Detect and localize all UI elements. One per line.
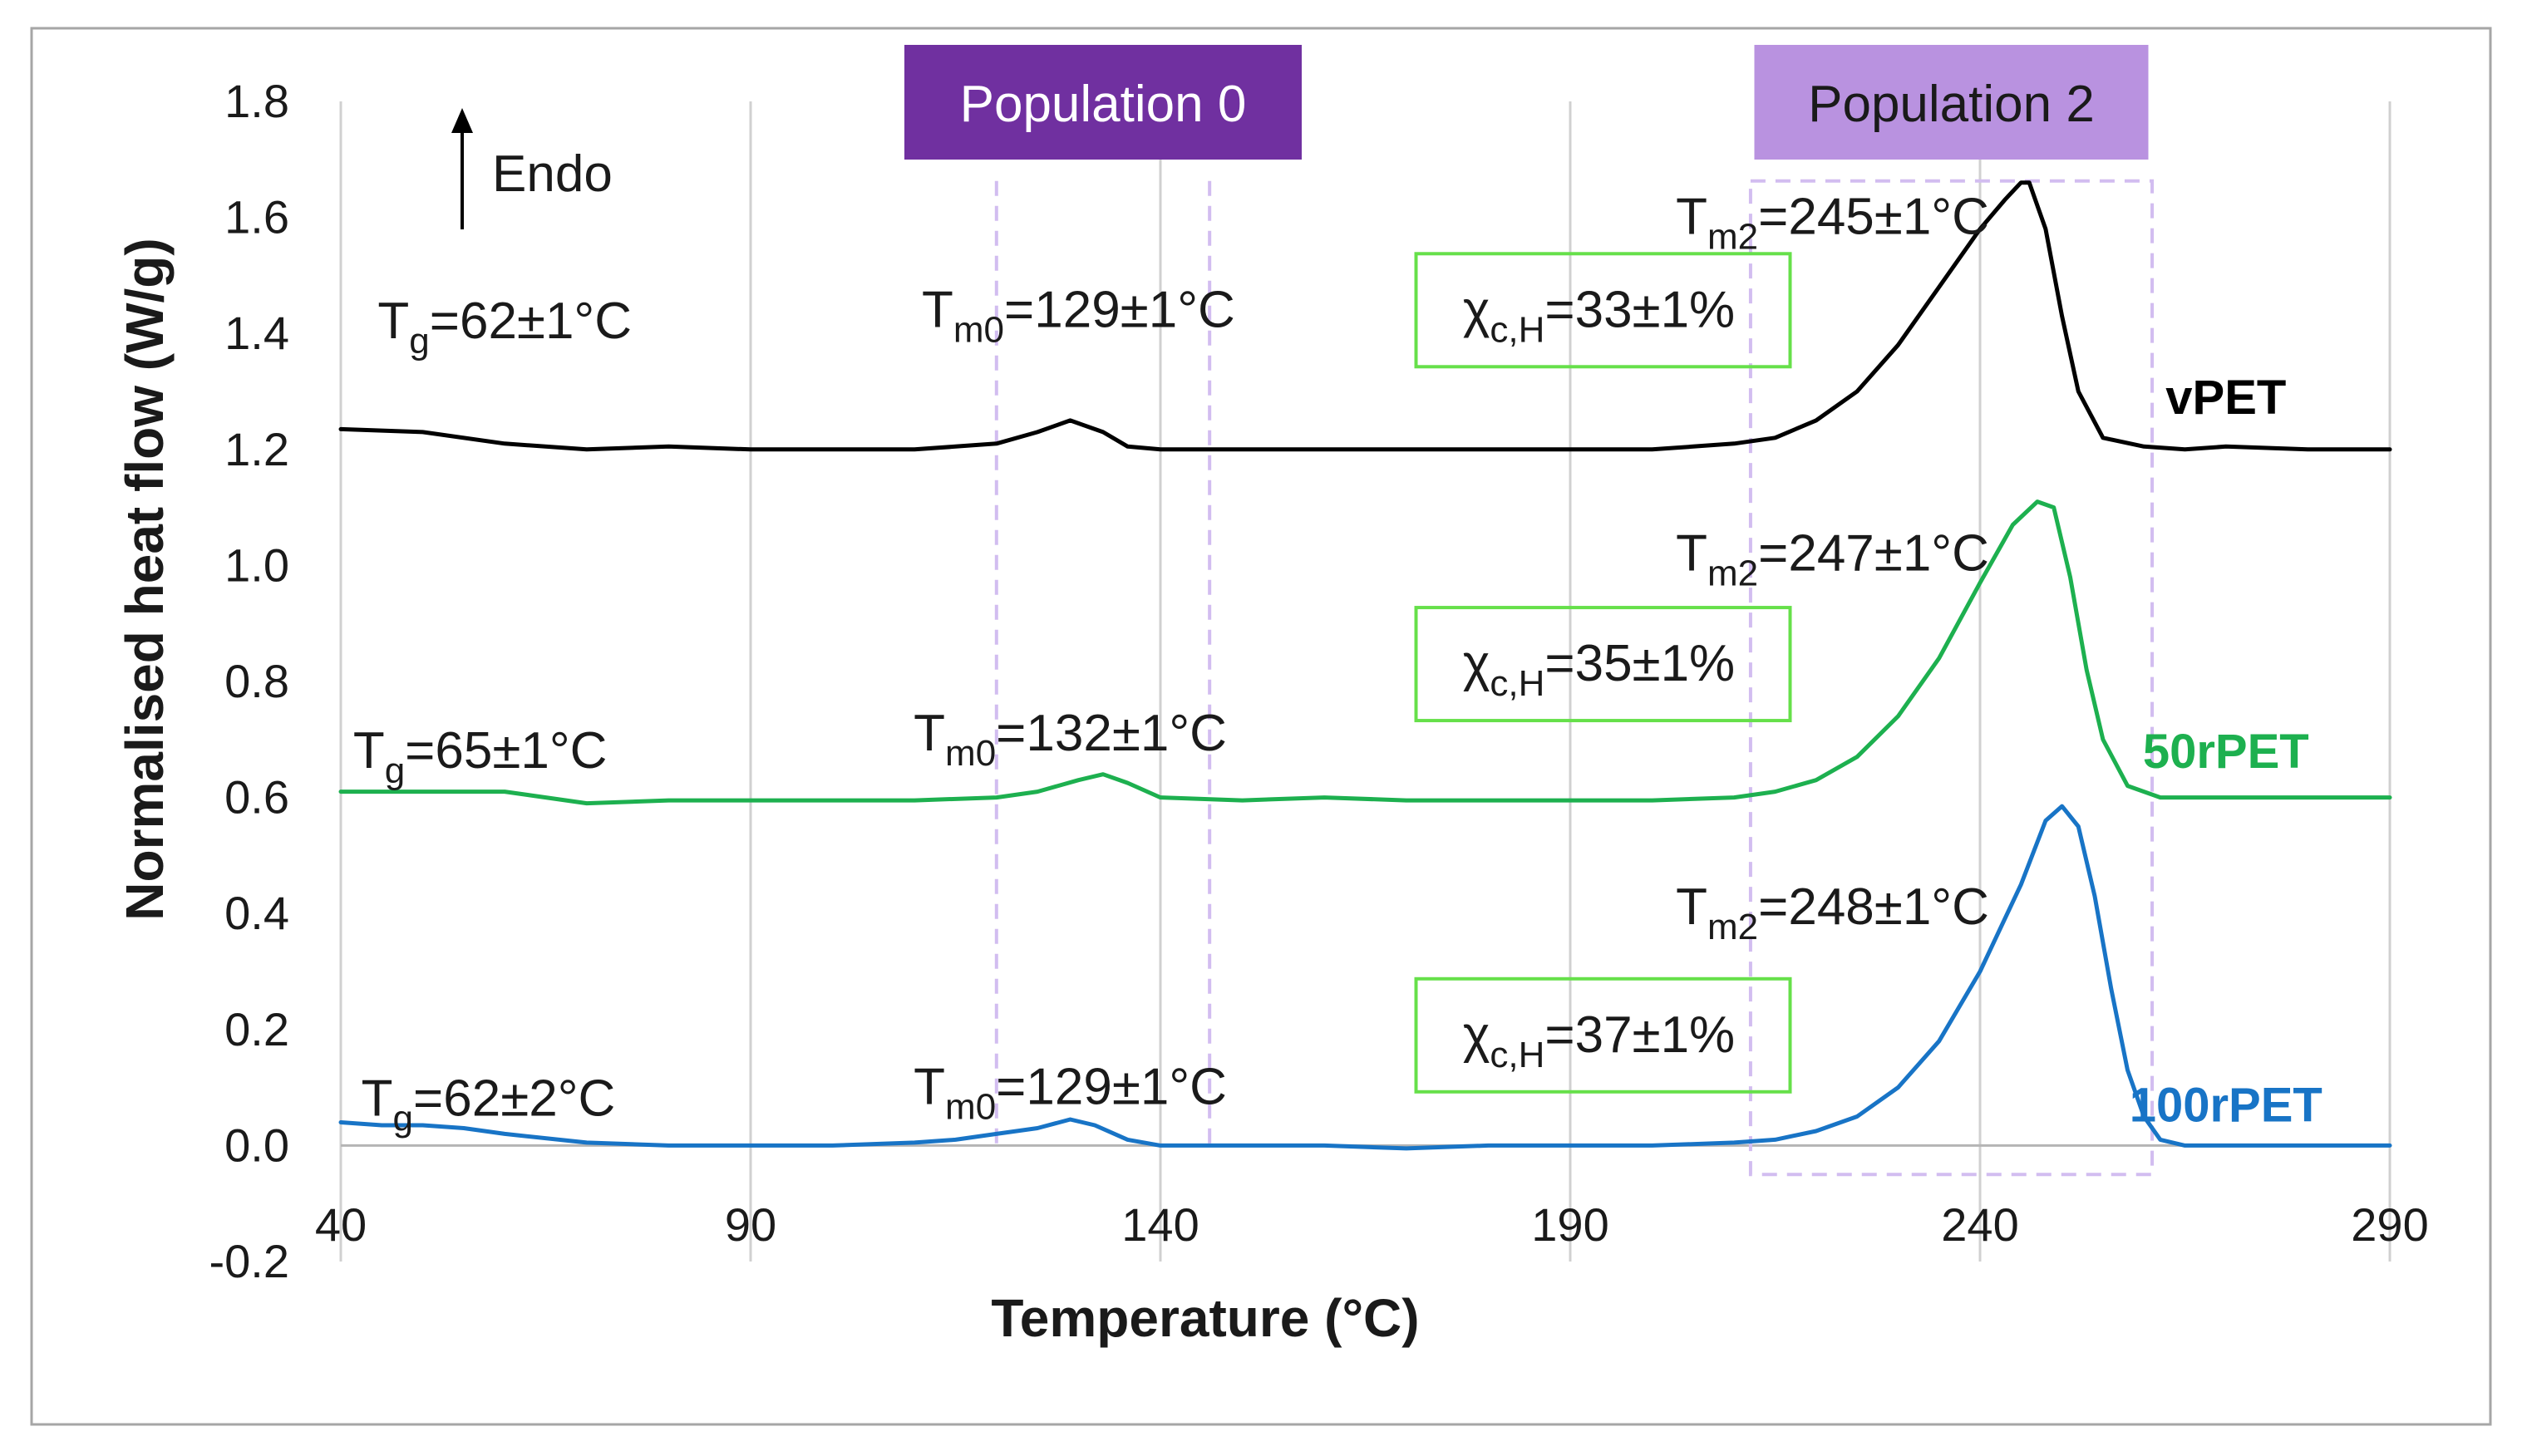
population-0-label: Population 0 bbox=[960, 76, 1247, 133]
annotation-box-50rpet-chi bbox=[1414, 606, 1792, 723]
endo-label: Endo bbox=[492, 145, 613, 203]
annotation-vpet-tg: Tg=62±1°C bbox=[377, 293, 632, 362]
x-tick-label-240: 240 bbox=[1941, 1198, 2018, 1251]
y-tick-label--0.2: -0.2 bbox=[209, 1235, 290, 1287]
y-tick-label-0.8: 0.8 bbox=[224, 655, 289, 707]
annotation-100rpet-tm0: Tm0=129±1°C bbox=[914, 1059, 1227, 1128]
population-2-boundary bbox=[1748, 179, 2155, 1177]
chart-frame bbox=[30, 27, 2492, 1426]
annotation-100rpet-chi: χc,H=37±1% bbox=[1463, 1006, 1735, 1075]
y-tick-label-1.2: 1.2 bbox=[224, 423, 289, 475]
annotation-vpet-tm0: Tm0=129±1°C bbox=[922, 281, 1235, 350]
series-line-vpet bbox=[338, 180, 2392, 452]
annotation-box-100rpet-chi bbox=[1414, 976, 1792, 1094]
axes: 40 90 140 190 240 290 -0.2 0.0 0.2 0.4 0.6 0.8 1.0 1.… bbox=[209, 75, 2429, 1287]
population-2-header bbox=[1754, 45, 2149, 160]
y-axis-title: Normalised heat flow (W/g) bbox=[115, 238, 175, 920]
x-tick-label-90: 90 bbox=[725, 1198, 776, 1251]
annotation-50rpet-tg: Tg=65±1°C bbox=[353, 722, 608, 791]
x-axis-title: Temperature (°C) bbox=[991, 1288, 1419, 1348]
population-regions: Population 0 Population 2 bbox=[904, 45, 2155, 1177]
series-line-100rpet bbox=[338, 804, 2392, 1151]
grid bbox=[339, 101, 2391, 1262]
y-tick-label-1.0: 1.0 bbox=[224, 539, 289, 591]
y-tick-label-0.6: 0.6 bbox=[224, 771, 289, 824]
y-tick-label-1.4: 1.4 bbox=[224, 307, 289, 359]
annotation-50rpet-tm0: Tm0=132±1°C bbox=[914, 705, 1227, 774]
annotation-vpet-tm2: Tm2=245±1°C bbox=[1676, 189, 1989, 258]
population-0-header bbox=[904, 45, 1302, 160]
x-tick-label-190: 190 bbox=[1531, 1198, 1608, 1251]
series-label-vpet: vPET bbox=[2165, 371, 2286, 425]
population-2-label: Population 2 bbox=[1808, 76, 2095, 133]
x-tick-label-290: 290 bbox=[2351, 1198, 2428, 1251]
y-tick-label-0.4: 0.4 bbox=[224, 887, 289, 939]
series-lines bbox=[338, 180, 2392, 1151]
annotation-50rpet-chi: χc,H=35±1% bbox=[1463, 635, 1735, 704]
annotation-50rpet-tm2: Tm2=247±1°C bbox=[1676, 524, 1989, 593]
y-tick-label-1.8: 1.8 bbox=[224, 75, 289, 127]
x-tick-label-140: 140 bbox=[1121, 1198, 1199, 1251]
y-tick-label-0.0: 0.0 bbox=[224, 1119, 289, 1171]
y-tick-label-1.6: 1.6 bbox=[224, 191, 289, 243]
series-label-50rpet: 50rPET bbox=[2143, 725, 2309, 779]
annotation-box-vpet-chi bbox=[1414, 252, 1792, 369]
annotation-100rpet-tg: Tg=62±2°C bbox=[362, 1070, 616, 1139]
series-labels: vPET 50rPET 100rPET bbox=[2130, 371, 2323, 1133]
y-tick-label-0.2: 0.2 bbox=[224, 1003, 289, 1055]
endo-arrow-icon bbox=[451, 108, 473, 133]
series-line-50rpet bbox=[338, 499, 2392, 806]
series-label-100rpet: 100rPET bbox=[2130, 1079, 2323, 1133]
annotation-vpet-chi: χc,H=33±1% bbox=[1463, 281, 1735, 350]
x-tick-label-40: 40 bbox=[315, 1198, 367, 1251]
endo-indicator: Endo bbox=[451, 108, 613, 229]
annotations: Tg=62±1°C Tm0=129±1°C χc,H=33±1% Tm2=245±1°… bbox=[353, 189, 1989, 1139]
annotation-100rpet-tm2: Tm2=248±1°C bbox=[1676, 878, 1989, 947]
